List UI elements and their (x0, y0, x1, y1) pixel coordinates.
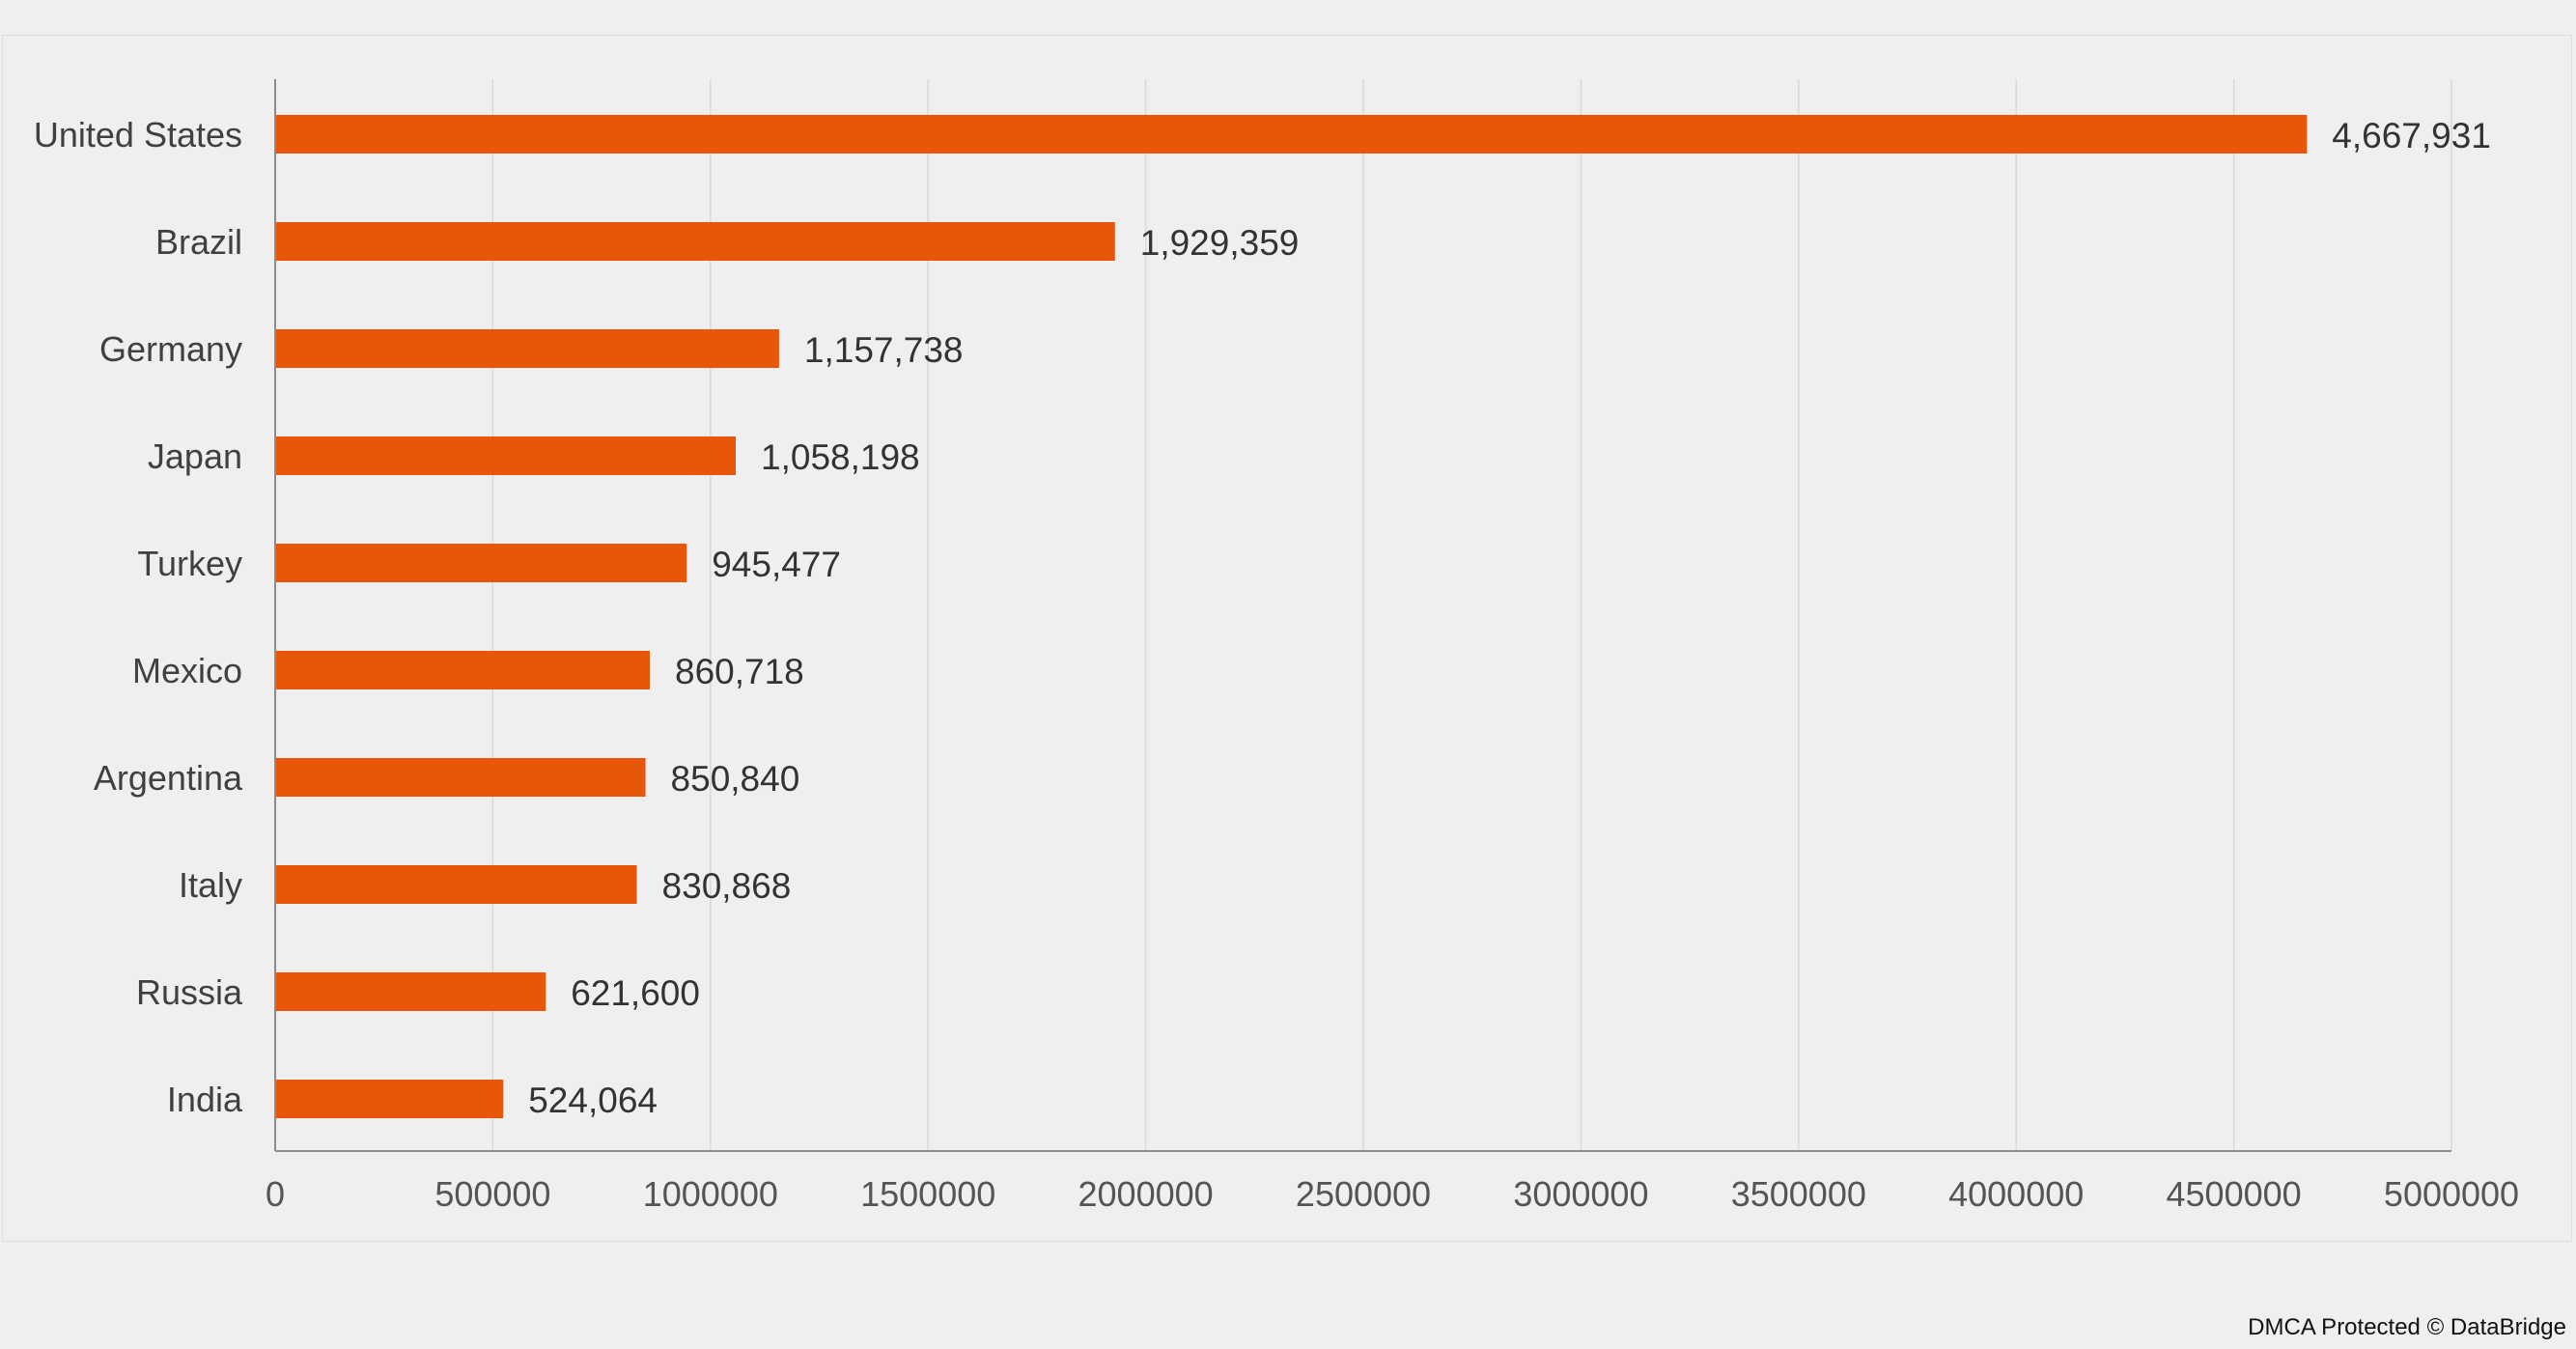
value-label: 830,868 (662, 866, 792, 906)
bar (275, 972, 546, 1011)
axes (274, 79, 2451, 1152)
category-label: Germany (99, 329, 242, 369)
category-label: Italy (179, 865, 242, 905)
x-tick-label: 4000000 (1948, 1174, 2084, 1214)
category-label: Brazil (155, 222, 242, 262)
category-label: Turkey (137, 544, 242, 583)
category-labels: United States Brazil Germany Japan Turkey Mex… (34, 115, 243, 1119)
x-tick-labels: 0 500000 1000000 1500000 2000000 2500000 30000… (266, 1174, 2519, 1214)
x-tick-label: 500000 (434, 1174, 550, 1214)
x-tick-label: 1000000 (643, 1174, 778, 1214)
category-label: Mexico (132, 651, 242, 690)
bar (275, 865, 637, 904)
value-label: 945,477 (712, 545, 841, 584)
bar (275, 222, 1115, 261)
bars (275, 115, 2308, 1118)
bar (275, 1080, 504, 1118)
x-tick-label: 3000000 (1513, 1174, 1648, 1214)
value-label: 524,064 (528, 1081, 658, 1120)
value-label: 1,929,359 (1140, 223, 1300, 263)
value-label: 4,667,931 (2332, 116, 2491, 155)
bar (275, 651, 651, 689)
x-tick-label: 3500000 (1731, 1174, 1866, 1214)
value-labels: 4,667,931 1,929,359 1,157,738 1,058,198 945,… (528, 116, 2491, 1120)
x-tick-label: 2500000 (1296, 1174, 1431, 1214)
x-tick-label: 0 (266, 1174, 285, 1214)
bar (275, 329, 779, 368)
value-label: 860,718 (675, 652, 804, 691)
category-label: United States (34, 115, 242, 155)
x-tick-label: 4500000 (2167, 1174, 2302, 1214)
value-label: 1,058,198 (761, 437, 920, 477)
category-label: Japan (148, 436, 242, 476)
x-tick-label: 1500000 (860, 1174, 995, 1214)
category-label: India (167, 1080, 243, 1119)
bar (275, 436, 737, 475)
x-tick-label: 2000000 (1078, 1174, 1214, 1214)
value-label: 1,157,738 (804, 330, 964, 370)
bar (275, 544, 687, 582)
bar (275, 758, 646, 797)
category-label: Russia (136, 972, 243, 1012)
category-label: Argentina (94, 758, 243, 798)
value-label: 621,600 (571, 973, 700, 1013)
x-tick-label: 5000000 (2384, 1174, 2519, 1214)
watermark: DMCA Protected © DataBridge (2248, 1314, 2566, 1340)
value-label: 850,840 (671, 759, 800, 799)
bar (275, 115, 2308, 154)
